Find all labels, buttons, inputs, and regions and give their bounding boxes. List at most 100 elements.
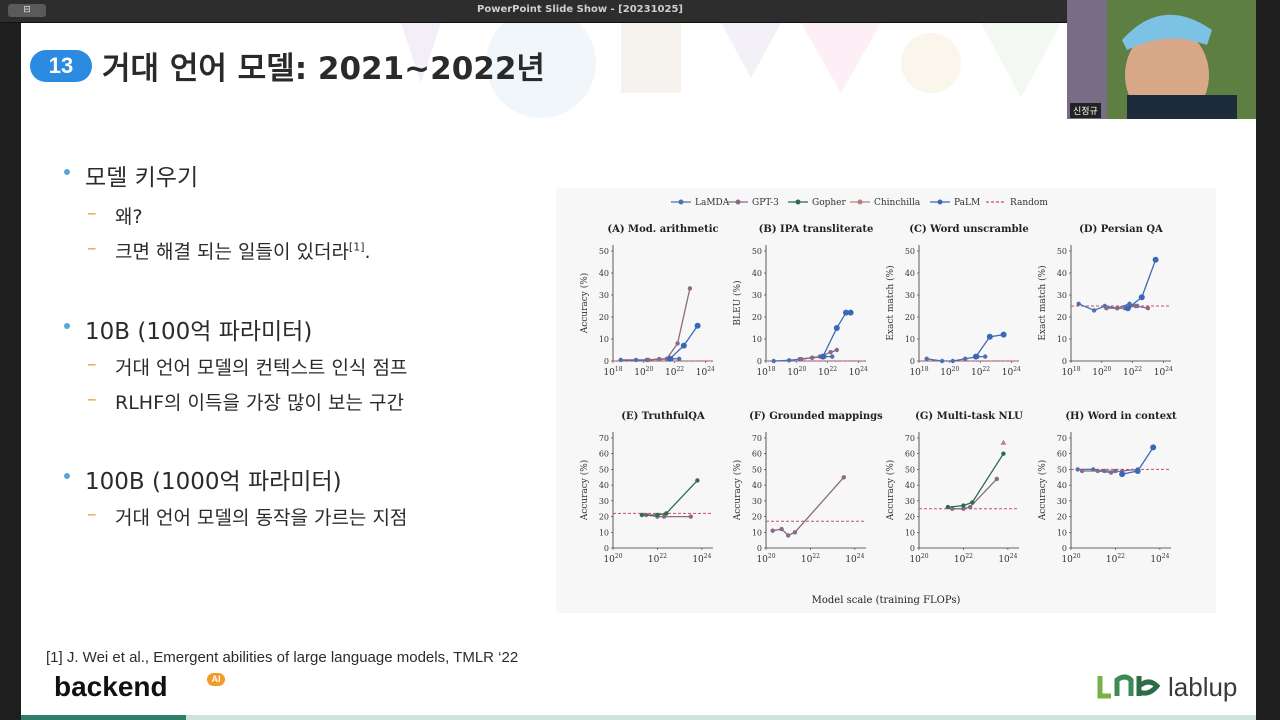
panel-4-xtick-label: 1020	[603, 553, 622, 565]
panel-1-ytick-label: 40	[752, 269, 762, 278]
panel-1-point-palm	[819, 353, 826, 360]
legend-label-gpt-3: GPT-3	[752, 198, 779, 208]
panel-0-ytick-label: 30	[599, 291, 609, 300]
panel-2-ytick-label: 30	[905, 291, 915, 300]
panel-4-line-gpt-3	[646, 514, 691, 518]
panel-7-xtick-label: 1020	[1061, 553, 1080, 565]
panel-6-ytick-label: 10	[905, 528, 915, 537]
sub-bullet-tail: .	[364, 241, 371, 263]
panel-7-point-gpt-3	[1079, 468, 1085, 474]
panel-1-point-palm	[847, 309, 854, 316]
panel-6-xtick-label: 1024	[998, 553, 1017, 565]
panel-1-xtick-label: 1024	[849, 366, 868, 378]
panel-7-xtick-label: 1024	[1150, 553, 1169, 565]
panel-6-point-gopher	[961, 503, 966, 508]
panel-0-ytick-label: 40	[599, 269, 609, 278]
panel-6-ylabel: Accuracy (%)	[885, 460, 896, 522]
panel-5-ytick-label: 10	[752, 528, 762, 537]
panel-1-xtick-label: 1022	[818, 366, 837, 378]
dash-marker: –	[87, 202, 97, 224]
panel-3-point-lamda	[1127, 301, 1132, 306]
panel-5-ytick-label: 0	[757, 544, 762, 553]
panel-0-ytick-label: 10	[599, 335, 609, 344]
legend-label-gopher: Gopher	[812, 198, 846, 208]
window-title: PowerPoint Slide Show - [20231025]	[477, 4, 683, 15]
panel-3-point-gpt-3	[1133, 303, 1138, 309]
panel-2-ytick-label: 0	[910, 357, 915, 366]
panel-4-ytick-label: 40	[599, 481, 609, 490]
panel-5-line-gpt-3	[772, 476, 845, 537]
panel-0-point-gpt-3	[675, 341, 680, 346]
bullet-10b: 10B (100억 파라미터)	[64, 312, 312, 346]
panel-3-ytick-label: 50	[1057, 247, 1067, 256]
panel-5-title: (F) Grounded mappings	[749, 411, 883, 422]
legend-label-chinchilla: Chinchilla	[874, 198, 921, 208]
window-titlebar: ⊟ PowerPoint Slide Show - [20231025]	[0, 0, 1280, 23]
panel-6-xtick-label: 1020	[909, 553, 928, 565]
panel-7-point-palm	[1150, 444, 1157, 451]
slide-progress-bar	[21, 715, 1260, 720]
panel-7-point-gpt-3	[1095, 468, 1100, 474]
screen-edge	[1256, 0, 1280, 720]
panel-2-point-lamda	[963, 356, 968, 361]
panel-5-point-gpt-3	[770, 528, 775, 533]
panel-0-point-palm	[680, 342, 687, 349]
panel-2-point-lamda	[983, 354, 988, 359]
window-menu-button[interactable]: ⊟	[8, 4, 46, 17]
panel-1-point-lamda	[830, 354, 835, 359]
panel-6-point-gpt-3	[967, 504, 973, 510]
panel-4-ytick-label: 50	[599, 465, 609, 474]
panel-4-ytick-label: 60	[599, 450, 609, 459]
panel-7-point-gpt-3	[1108, 470, 1114, 475]
panel-0-point-lamda	[633, 357, 639, 363]
panel-2-ytick-label: 50	[905, 247, 915, 256]
panel-6-line-gopher	[947, 453, 1004, 508]
panel-1-ytick-label: 20	[752, 313, 762, 322]
panel-3-point-gpt-3	[1115, 306, 1120, 311]
panel-3-point-gpt-3	[1145, 306, 1151, 311]
panel-4-ytick-label: 0	[604, 544, 609, 553]
panel-5-xtick-label: 1020	[756, 553, 775, 565]
panel-7-ylabel: Accuracy (%)	[1037, 460, 1048, 522]
legend-marker-gopher	[795, 199, 801, 205]
panel-4-point-gopher	[695, 478, 700, 483]
panel-1-point-gpt-3	[828, 350, 833, 355]
sub-bullet-bigger-solves: – 크면 해결 되는 일들이 있더라[1].	[87, 237, 371, 264]
panel-1-xtick-label: 1018	[756, 366, 775, 378]
bullet-dot	[64, 169, 70, 175]
panel-0-xtick-label: 1024	[696, 366, 715, 378]
panel-3-xtick-label: 1018	[1061, 366, 1080, 378]
lablup-logo-icon	[1097, 674, 1161, 699]
panel-6-point-gpt-3	[961, 506, 966, 511]
panel-2-xtick-label: 1020	[940, 366, 959, 378]
panel-6-point-chinchilla	[1000, 439, 1007, 445]
citation: [1] J. Wei et al., Emergent abilities of…	[46, 649, 519, 666]
panel-7-ytick-label: 50	[1057, 465, 1067, 474]
panel-2-point-lamda	[924, 356, 929, 361]
sub-bullet-text: 크면 해결 되는 일들이 있더라	[115, 241, 349, 263]
panel-4-point-gpt-3	[688, 514, 693, 519]
legend-label-lamda: LaMDA	[695, 198, 730, 208]
panel-1-ytick-label: 0	[757, 357, 762, 366]
panel-1-point-gpt-3	[834, 347, 839, 353]
panel-6-ytick-label: 70	[905, 434, 915, 443]
panel-6-point-gopher	[945, 504, 951, 510]
panel-0-title: (A) Mod. arithmetic	[607, 224, 718, 235]
panel-3-ytick-label: 10	[1057, 335, 1067, 344]
panel-2-point-palm	[1000, 331, 1007, 338]
bullet-model-scaling: 모델 키우기	[64, 158, 198, 192]
header-decoration	[401, 23, 1061, 118]
panel-1-title: (B) IPA transliterate	[759, 224, 874, 235]
emergent-abilities-figure: LaMDA GPT-3 Gopher Chinchilla PaLM Random (A) …	[556, 188, 1216, 613]
panel-0-line-gpt-3	[648, 288, 691, 361]
panel-7-ytick-label: 70	[1057, 434, 1067, 443]
panel-3-point-lamda	[1076, 301, 1081, 306]
panel-3-point-gpt-3	[1104, 306, 1109, 311]
panel-2-ylabel: Exact match (%)	[885, 265, 896, 340]
panel-6-ytick-label: 20	[905, 513, 915, 522]
panel-7-title: (H) Word in context	[1065, 411, 1177, 422]
panel-7-point-palm	[1119, 471, 1126, 478]
sub-bullet-context-jump: – 거대 언어 모델의 컨텍스트 인식 점프	[87, 353, 407, 380]
panel-3-xtick-label: 1024	[1154, 366, 1173, 378]
sub-bullet-text: 왜?	[115, 206, 143, 228]
